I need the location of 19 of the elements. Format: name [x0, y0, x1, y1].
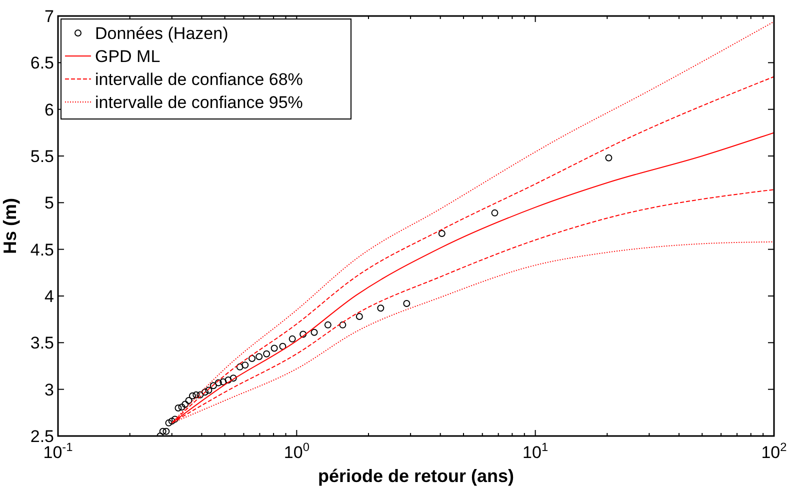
legend-label: intervalle de confiance 95%	[95, 93, 303, 112]
x-tick-label: 10$^{1}$	[522, 440, 548, 462]
y-tick-label: 3.5	[30, 334, 54, 353]
legend-label: Données (Hazen)	[95, 24, 228, 43]
y-tick-label: 2.5	[30, 427, 54, 446]
y-tick-label: 4.5	[30, 240, 54, 260]
y-tick-label: 3	[44, 380, 54, 400]
legend-label: GPD ML	[95, 47, 160, 66]
x-tick-label: 10$^{2}$	[761, 440, 788, 462]
y-tick-label: 7	[44, 7, 54, 26]
y-tick-label: 5	[44, 194, 54, 213]
y-axis-title: Hs (m)	[0, 198, 20, 254]
x-tick-label: 10$^{0}$	[284, 440, 310, 462]
y-tick-label: 6	[44, 100, 54, 120]
legend-label: intervalle de confiance 68%	[95, 70, 303, 89]
y-tick-label: 6.5	[30, 54, 54, 73]
y-tick-label: 5.5	[30, 147, 54, 166]
y-tick-label: 4	[44, 287, 54, 306]
x-axis-title: période de retour (ans)	[318, 466, 514, 486]
